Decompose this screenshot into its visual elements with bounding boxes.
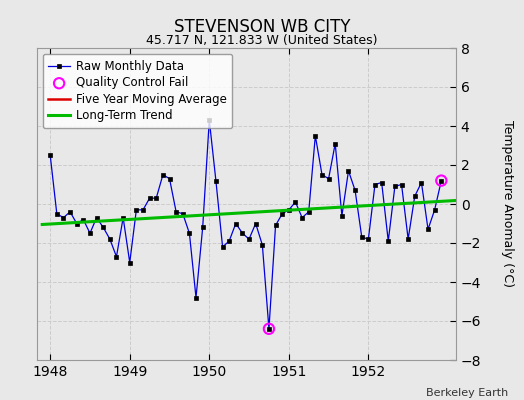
Raw Monthly Data — [173, 210, 179, 214]
Raw Monthly Data — [147, 196, 153, 200]
Text: STEVENSON WB CITY: STEVENSON WB CITY — [174, 18, 350, 36]
Text: Berkeley Earth: Berkeley Earth — [426, 388, 508, 398]
Raw Monthly Data — [180, 211, 186, 216]
Raw Monthly Data — [438, 178, 444, 183]
Quality Control Fail — [265, 326, 273, 332]
Y-axis label: Temperature Anomaly (°C): Temperature Anomaly (°C) — [501, 120, 514, 288]
Raw Monthly Data — [160, 172, 166, 177]
Line: Raw Monthly Data: Raw Monthly Data — [48, 118, 443, 331]
Raw Monthly Data — [47, 153, 53, 158]
Raw Monthly Data — [305, 210, 312, 214]
Quality Control Fail — [437, 178, 445, 184]
Raw Monthly Data — [266, 326, 272, 331]
Text: 45.717 N, 121.833 W (United States): 45.717 N, 121.833 W (United States) — [146, 34, 378, 47]
Raw Monthly Data — [113, 254, 119, 259]
Legend: Raw Monthly Data, Quality Control Fail, Five Year Moving Average, Long-Term Tren: Raw Monthly Data, Quality Control Fail, … — [42, 54, 233, 128]
Raw Monthly Data — [206, 118, 212, 122]
